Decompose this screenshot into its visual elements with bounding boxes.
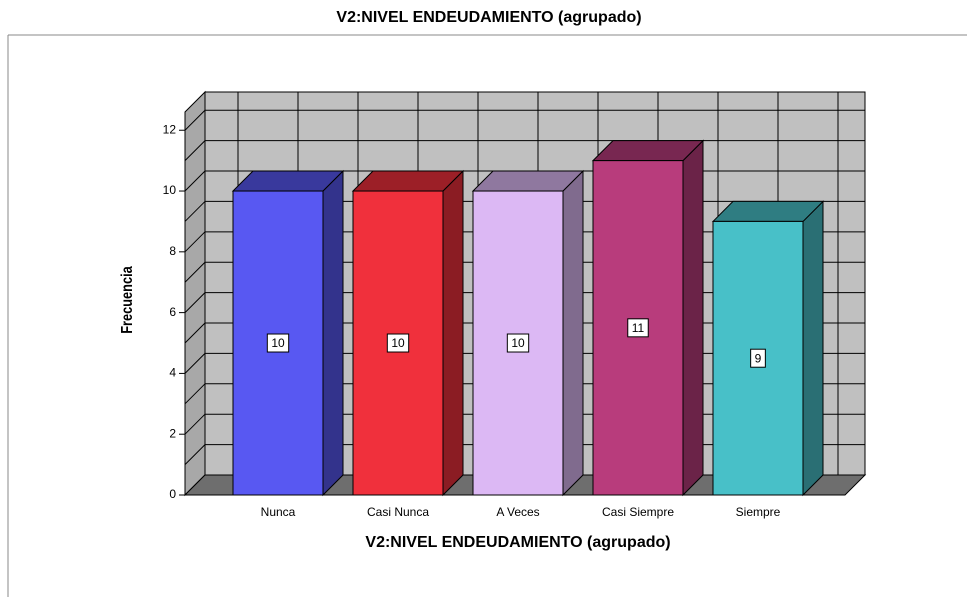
data-label-box — [506, 333, 530, 353]
x-tick-label: Nunca — [261, 505, 296, 519]
y-tick-label: 6 — [169, 305, 176, 319]
data-label: 9 — [755, 351, 762, 365]
data-label-box — [386, 333, 410, 353]
data-label-box — [627, 318, 649, 338]
bar — [231, 169, 345, 497]
x-tick-label: Casi Siempre — [602, 505, 674, 519]
grid-line — [184, 353, 206, 374]
grid-line — [184, 261, 206, 283]
bar — [591, 139, 705, 497]
grid-line — [184, 292, 206, 313]
y-tick-label: 4 — [169, 366, 176, 380]
grid-line — [184, 201, 206, 222]
data-label-box — [750, 348, 766, 368]
data-label: 10 — [271, 336, 285, 350]
data-label: 11 — [632, 321, 645, 335]
y-tick-label: 0 — [169, 487, 176, 501]
chart-title: V2:NIVEL ENDEUDAMIENTO (agrupado) — [336, 9, 641, 26]
side-wall — [184, 90, 206, 497]
grid-line — [184, 140, 206, 161]
y-tick-label: 8 — [169, 244, 176, 258]
bar — [471, 169, 585, 497]
bar-side — [562, 169, 584, 497]
grid-line — [184, 322, 206, 344]
grid-line — [184, 109, 206, 131]
bar-top — [591, 140, 705, 162]
bar-top — [351, 170, 465, 192]
x-tick-label: Casi Nunca — [367, 505, 429, 519]
bar-side — [682, 139, 704, 497]
bar — [711, 200, 825, 497]
bar-top — [231, 170, 345, 192]
x-axis-label: V2:NIVEL ENDEUDAMIENTO (agrupado) — [365, 534, 670, 551]
y-tick-label: 12 — [163, 122, 177, 136]
x-tick-label: A Veces — [496, 505, 539, 519]
grid-line — [184, 231, 206, 253]
bar — [351, 169, 465, 497]
x-tick-label: Siempre — [736, 505, 781, 519]
y-tick-label: 2 — [169, 426, 176, 440]
bar-side — [442, 169, 464, 497]
data-label-box — [266, 333, 290, 353]
bar-side — [802, 200, 824, 497]
grid-line — [184, 383, 206, 405]
y-axis-label: Frecuencia — [119, 265, 137, 333]
grid-line — [184, 444, 206, 465]
y-tick-label: 10 — [163, 183, 177, 197]
grid-line — [184, 413, 206, 435]
data-label: 10 — [511, 336, 525, 350]
bar-top — [711, 200, 825, 222]
data-label: 10 — [391, 336, 405, 350]
bar-top — [471, 170, 585, 192]
grid-line — [184, 170, 206, 192]
bar-side — [322, 169, 344, 497]
